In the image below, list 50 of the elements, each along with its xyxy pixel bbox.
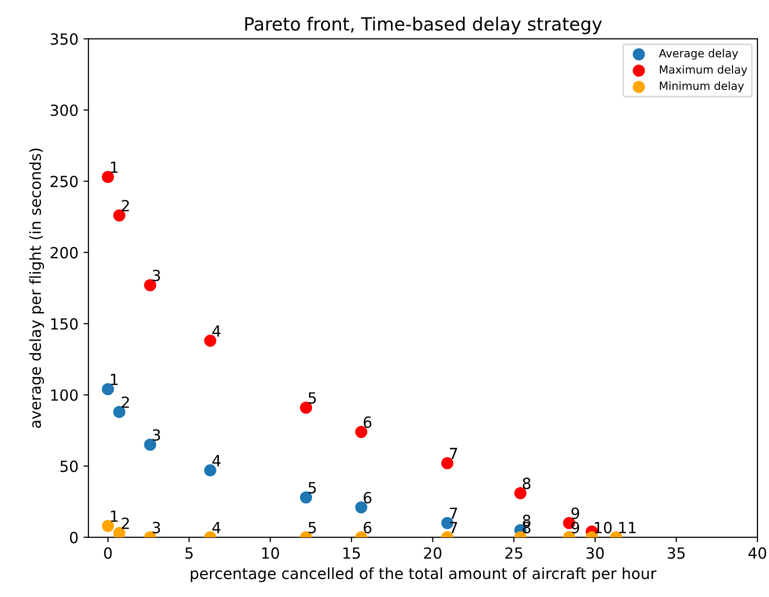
- annotation: 2: [122, 200, 129, 212]
- annotation: 8: [522, 478, 530, 490]
- y-tick-label: 50: [60, 460, 78, 472]
- annotation: 11: [619, 522, 636, 534]
- y-axis-title: average delay per flight (in seconds): [29, 148, 44, 428]
- annotation: 10: [594, 522, 612, 534]
- x-tick-label: 35: [668, 547, 685, 559]
- y-tick-label: 100: [51, 389, 78, 401]
- annotation: 9: [571, 508, 580, 520]
- legend-label: Minimum delay: [660, 81, 744, 92]
- annotation: 3: [152, 522, 160, 534]
- annotation: 4: [212, 455, 220, 466]
- y-tick-label: 200: [50, 246, 78, 258]
- legend-label: Maximum delay: [660, 65, 748, 76]
- x-tick-label: 20: [424, 547, 442, 559]
- annotation: 5: [308, 392, 316, 404]
- y-tick-label: 250: [50, 176, 78, 188]
- annotation: 5: [308, 522, 316, 534]
- annotation: 4: [212, 522, 220, 534]
- x-tick-label: 25: [505, 547, 522, 559]
- point: [102, 383, 114, 396]
- x-tick-label: 10: [262, 547, 280, 559]
- annotation: 7: [450, 508, 458, 519]
- y-tick-label: 300: [50, 104, 78, 116]
- chart-title: Pareto front, Time-based delay strategy: [245, 16, 602, 34]
- annotation: 6: [364, 522, 372, 534]
- annotation: 3: [152, 270, 160, 282]
- annotation: 9: [571, 522, 580, 534]
- x-tick-label: 0: [104, 547, 112, 559]
- annotation: 6: [364, 492, 372, 504]
- annotation: 1: [110, 162, 118, 173]
- legend-label: Average delay: [658, 48, 738, 60]
- annotation: 5: [308, 482, 316, 494]
- y-tick-label: 0: [70, 532, 78, 544]
- annotation: 2: [122, 518, 129, 529]
- x-axis-title: percentage cancelled of the total amount of aircraft per hour: [190, 567, 656, 582]
- annotation: 7: [450, 522, 458, 534]
- annotation: 2: [122, 396, 129, 408]
- annotation: 3: [152, 429, 160, 441]
- x-tick-label: 30: [586, 547, 604, 559]
- annotation: 6: [364, 416, 372, 428]
- x-tick-label: 15: [343, 547, 360, 559]
- x-tick-label: 5: [185, 547, 193, 559]
- annotation: 1: [110, 374, 118, 386]
- y-tick-label: 150: [51, 318, 78, 330]
- y-tick-label: 350: [50, 33, 78, 45]
- annotation: 7: [450, 448, 458, 460]
- annotation: 4: [212, 325, 220, 337]
- annotation: 1: [110, 510, 118, 522]
- x-tick-label: 40: [748, 547, 766, 559]
